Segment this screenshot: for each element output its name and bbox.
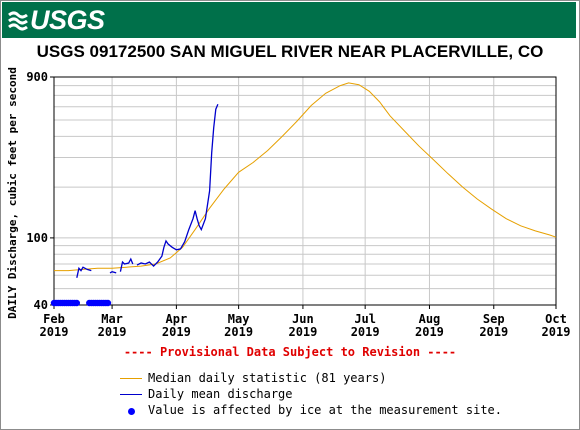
legend-item-discharge: Daily mean discharge [120,386,502,402]
series-line-discharge [109,270,117,274]
x-tick-label-month: Mar [101,312,123,326]
x-tick-label-month: May [228,312,250,326]
plot-area [54,77,556,305]
series-line-discharge [136,104,219,268]
legend-swatch-median [120,378,142,379]
x-tick-label-month: Aug [419,312,441,326]
y-axis-label: DAILY Discharge, cubic feet per second [6,67,19,319]
series-line-discharge [119,257,134,272]
legend-item-median: Median daily statistic (81 years) [120,370,502,386]
x-tick-label-month: Sep [483,312,505,326]
x-tick-label-month: Jul [354,312,376,326]
legend-label-ice: Value is affected by ice at the measurem… [148,403,503,417]
legend-label-discharge: Daily mean discharge [148,387,293,401]
ice-marker [73,299,81,307]
usgs-logo: USGS [8,4,105,36]
legend-ice-dot-icon [120,403,142,419]
y-tick-label: 900 [26,70,48,84]
series-line-median [54,82,557,272]
x-tick-label-year: 2019 [542,325,571,339]
chart-title: USGS 09172500 SAN MIGUEL RIVER NEAR PLAC… [36,42,544,61]
x-tick-label-month: Jun [292,312,314,326]
provisional-note: ---- Provisional Data Subject to Revisio… [123,345,457,359]
y-tick-label: 100 [26,231,48,245]
x-tick-label-year: 2019 [224,325,253,339]
x-tick-label-year: 2019 [40,325,69,339]
x-tick-label-month: Feb [43,312,65,326]
usgs-banner: USGS [2,2,576,38]
x-tick-label-month: Oct [545,312,567,326]
x-tick-label-year: 2019 [479,325,508,339]
plot-border [53,76,557,306]
legend-swatch-discharge [120,394,142,395]
legend-item-ice: Value is affected by ice at the measurem… [120,402,502,418]
x-tick-label-year: 2019 [98,325,127,339]
ice-marker [104,299,112,307]
series-line-discharge [76,266,92,278]
y-tick-label: 40 [34,298,48,312]
x-tick-label-year: 2019 [162,325,191,339]
usgs-logo-text: USGS [30,5,105,35]
legend-label-median: Median daily statistic (81 years) [148,371,387,385]
usgs-wave-icon [8,11,28,31]
x-tick-label-year: 2019 [415,325,444,339]
x-tick-label-year: 2019 [288,325,317,339]
x-tick-label-month: Apr [166,312,188,326]
chart-legend: Median daily statistic (81 years) Daily … [120,370,502,418]
x-tick-label-year: 2019 [351,325,380,339]
